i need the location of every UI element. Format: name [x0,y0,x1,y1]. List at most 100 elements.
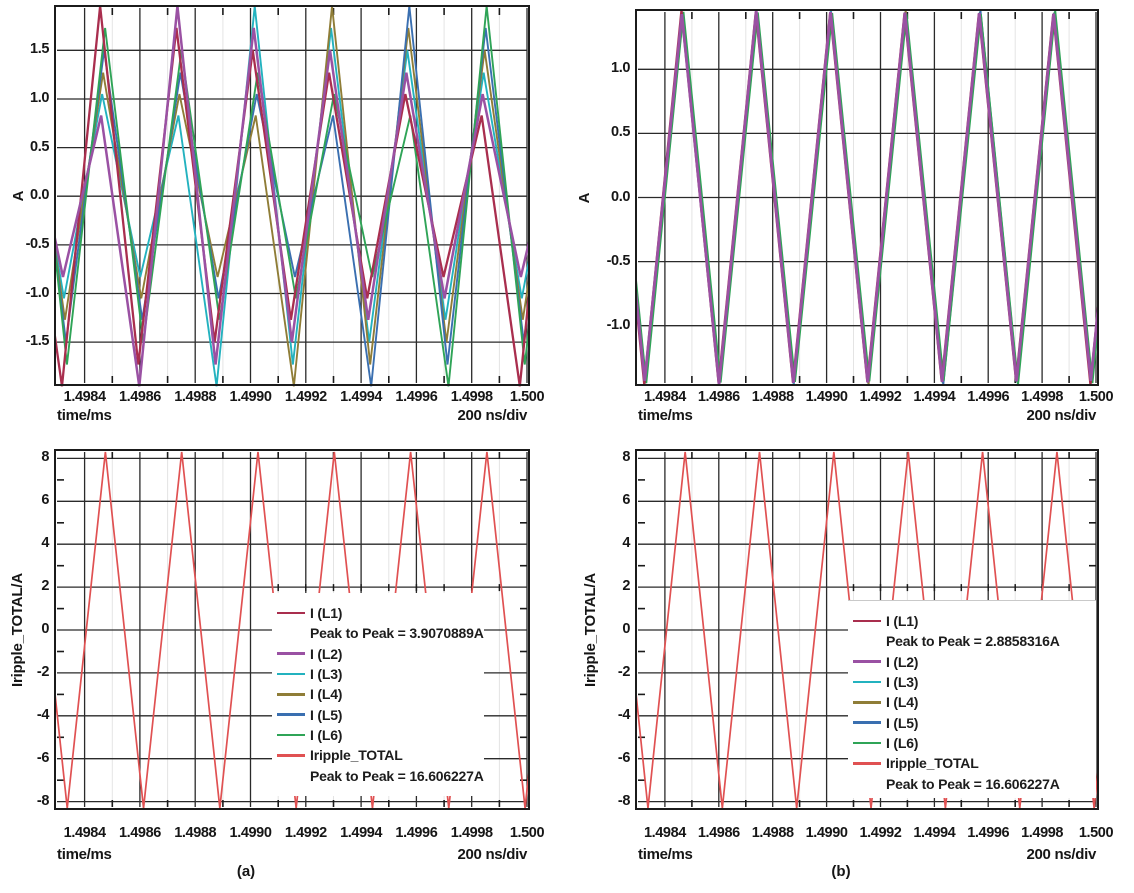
legend-item: Iripple_TOTAL [277,745,484,765]
legend-label: I (L5) [310,706,343,723]
x-tick-label: 1.4992 [284,389,327,405]
legend-swatch [277,672,305,676]
legend-swatch [277,692,305,696]
y-tick-label: 8 [41,449,49,466]
x-tick-label: 1.4984 [63,389,106,405]
x-tick-label: 1.4996 [967,825,1010,841]
y-tick-label: -0.5 [606,252,631,269]
legend-label: I (L4) [886,694,919,711]
x-div-label: 200 ns/div [1026,407,1096,424]
y-tick-label: 1.0 [30,89,49,106]
legend-label: Iripple_TOTAL [886,755,979,772]
legend-item: I (L4) [277,684,484,704]
legend-annotation: Peak to Peak = 16.606227A [853,773,1096,793]
legend-item: I (L5) [853,712,1096,732]
y-axis-label: A [10,190,27,201]
x-div-label: 200 ns/div [1026,846,1096,863]
legend-label: I (L3) [310,666,343,683]
x-tick-label: 1.4986 [697,825,740,841]
legend-label: I (L6) [310,726,343,743]
y-tick-label: -6 [36,749,49,766]
legend-label: I (L5) [886,714,919,731]
legend-swatch [853,680,881,684]
y-tick-label: -1.0 [25,284,50,301]
legend-swatch [277,713,305,716]
x-tick-label: 1.4998 [450,389,493,405]
y-tick-label: 0.0 [30,187,49,204]
legend-peak-to-peak: Peak to Peak = 2.8858316A [886,633,1060,650]
legend-item: I (L6) [277,725,484,745]
y-tick-label: 4 [41,535,49,552]
x-tick-label: 1.4988 [174,825,217,841]
x-tick-label: 1.4996 [395,389,438,405]
y-tick-label: -6 [617,749,630,766]
legend-annotation: Peak to Peak = 2.8858316A [853,631,1096,651]
legend-label: I (L3) [886,674,919,691]
y-tick-label: -8 [617,792,630,809]
x-axis-label: time/ms [638,846,693,863]
legend-item: I (L3) [853,672,1096,692]
series-i-l6- [56,6,528,387]
y-tick-label: -4 [36,706,49,723]
x-tick-label: 1.500 [509,389,545,405]
legend-item: I (L1) [277,603,484,623]
legend-peak-to-peak: Peak to Peak = 3.9070889A [310,625,484,642]
legend-item: I (L4) [853,692,1096,712]
x-tick-label: 1.4984 [643,389,686,405]
legend-bottom_right: I (L1) Peak to Peak = 2.8858316A I (L2) I (… [848,600,1096,798]
y-tick-label: 6 [622,492,630,509]
y-tick-label: -4 [617,706,630,723]
x-axis-label: time/ms [57,407,112,424]
x-axis-label: time/ms [57,846,112,863]
legend-annotation: Peak to Peak = 3.9070889A [277,623,484,643]
legend-item: Iripple_TOTAL [853,753,1096,773]
caption-a: (a) [236,863,256,880]
x-tick-label: 1.4998 [450,825,493,841]
x-tick-label: 1.500 [1078,389,1114,405]
x-tick-label: 1.4996 [967,389,1010,405]
legend-swatch [853,700,881,704]
y-axis-label: A [576,192,593,203]
x-tick-label: 1.4988 [751,825,794,841]
x-tick-label: 1.4998 [1021,825,1064,841]
x-tick-label: 1.4992 [859,825,902,841]
x-div-label: 200 ns/div [457,407,527,424]
x-tick-label: 1.4994 [913,825,956,841]
x-tick-label: 1.4994 [340,825,383,841]
series-i-l2- [56,6,528,387]
legend-peak-to-peak: Peak to Peak = 16.606227A [886,775,1060,792]
legend-swatch [277,753,305,757]
series-i-l6- [637,10,1097,385]
caption-b: (b) [831,863,851,880]
legend-item: I (L2) [853,652,1096,672]
x-tick-label: 1.4986 [697,389,740,405]
y-tick-label: 4 [622,535,630,552]
y-tick-label: -8 [36,792,49,809]
legend-label: I (L6) [886,734,919,751]
y-tick-label: 1.5 [30,41,49,58]
legend-item: I (L1) [853,611,1096,631]
y-tick-label: -0.5 [25,235,50,252]
x-tick-label: 1.4986 [118,825,161,841]
y-tick-label: 0.5 [611,124,630,141]
chart-canvas-top_right [637,10,1097,385]
legend-item: I (L5) [277,704,484,724]
series-i-l5- [56,6,528,387]
x-tick-label: 1.4984 [63,825,106,841]
legend-label: I (L1) [886,613,919,630]
x-tick-label: 1.4994 [913,389,956,405]
x-tick-label: 1.4990 [805,389,848,405]
x-tick-label: 1.4990 [229,389,272,405]
x-tick-label: 1.4990 [229,825,272,841]
x-tick-label: 1.4984 [643,825,686,841]
y-tick-label: 1.0 [611,60,630,77]
legend-item: I (L3) [277,664,484,684]
y-tick-label: -1.0 [606,316,631,333]
legend-label: Iripple_TOTAL [310,747,403,764]
x-tick-label: 1.4988 [751,389,794,405]
y-tick-label: 0 [41,621,49,638]
y-tick-label: -2 [617,663,630,680]
y-tick-label: 2 [41,578,49,595]
legend-swatch [853,619,881,623]
x-tick-label: 1.4992 [284,825,327,841]
